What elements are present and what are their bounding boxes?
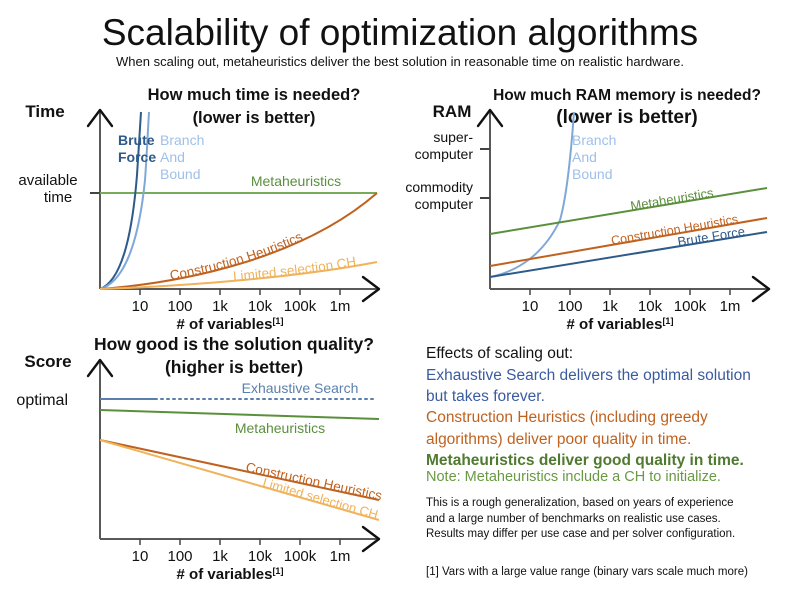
svg-text:100: 100 [167,548,192,565]
svg-text:# of variables[1]: # of variables[1] [177,566,284,580]
svg-text:1k: 1k [212,548,228,565]
svg-text:10k: 10k [248,548,273,565]
svg-text:100k: 100k [284,548,317,565]
svg-text:(higher is better): (higher is better) [165,357,303,377]
svg-text:How good is the solution quali: How good is the solution quality? [94,334,374,354]
svg-text:10: 10 [132,548,149,565]
svg-text:optimal: optimal [16,392,68,409]
svg-text:Exhaustive Search: Exhaustive Search [242,380,359,396]
svg-text:1m: 1m [330,548,351,565]
svg-text:Metaheuristics: Metaheuristics [235,420,325,436]
svg-text:Score: Score [24,352,71,371]
